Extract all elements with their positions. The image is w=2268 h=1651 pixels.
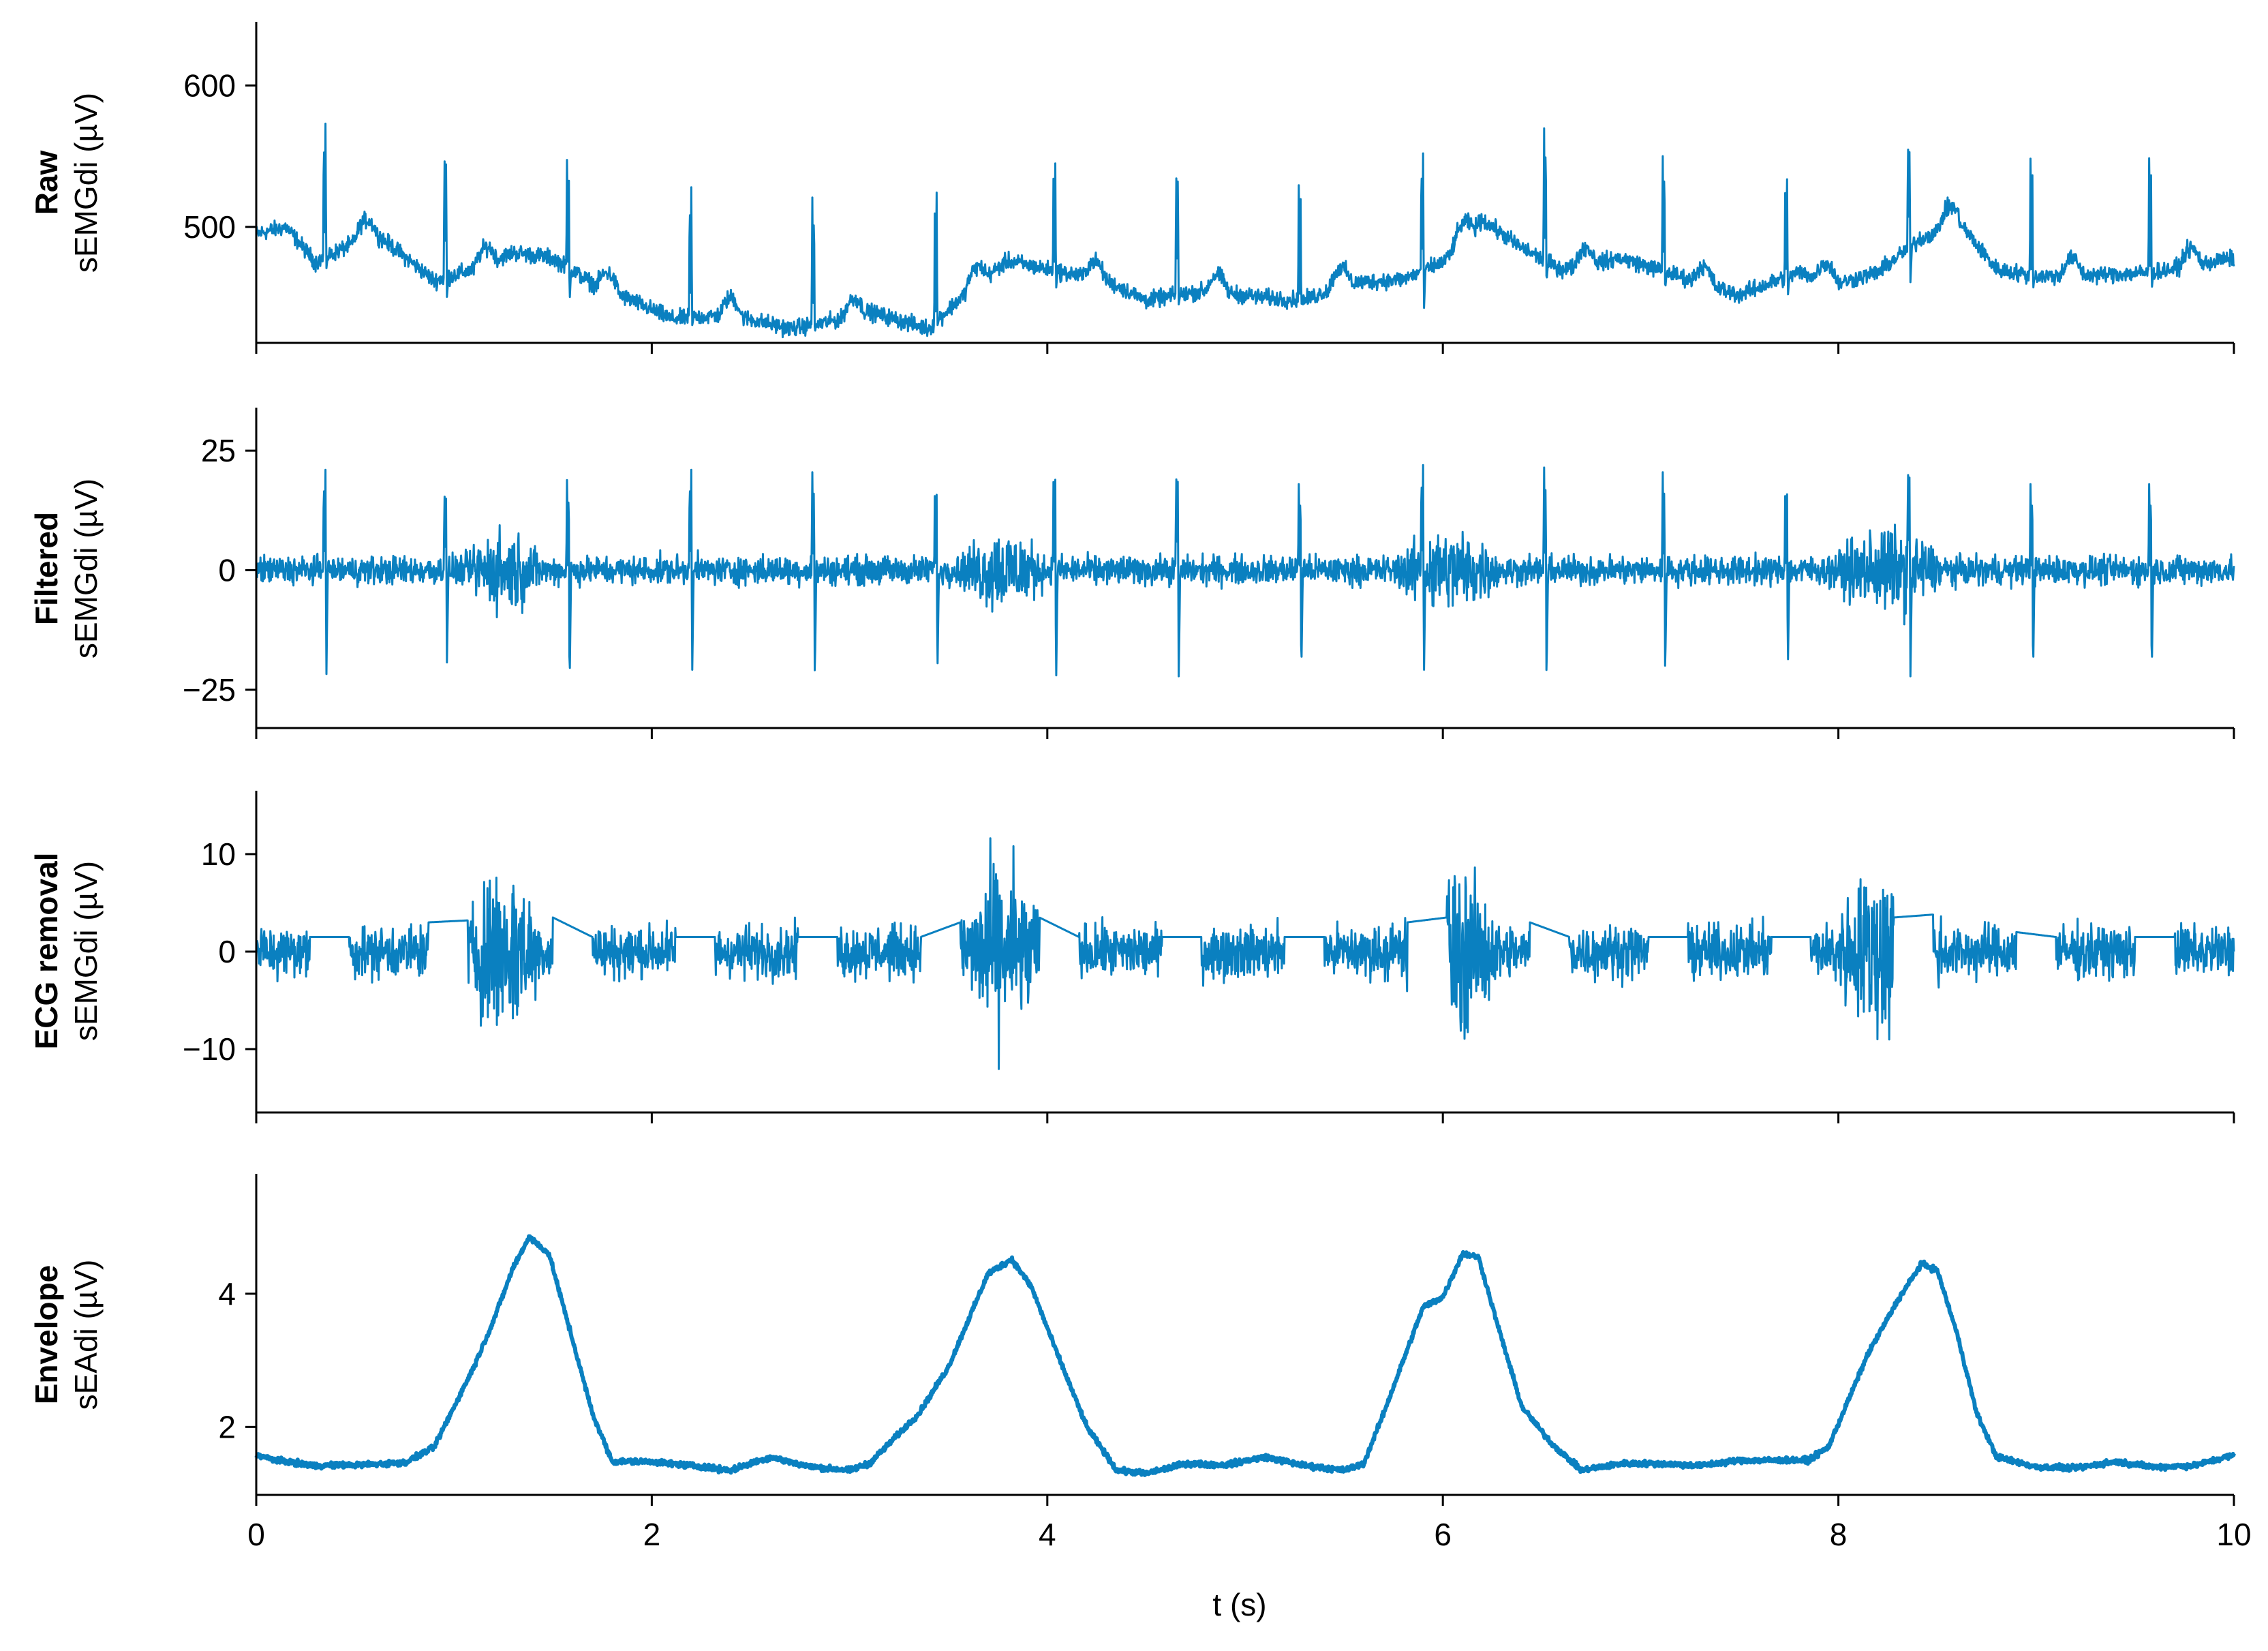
y-axis-label-filtered: sEMGdi (µV) xyxy=(68,479,104,658)
panel-title-raw: Raw xyxy=(29,150,64,215)
panel-raw: Raw sEMGdi (µV) 500 600 xyxy=(29,22,2235,354)
x-ticks-raw xyxy=(255,343,2235,354)
y-tick-label-filtered-1: 0 xyxy=(218,553,236,588)
signal-trace-ecg-removal xyxy=(255,837,2235,1070)
y-axis-label-raw: sEMGdi (µV) xyxy=(68,93,104,273)
y-tick-label-envelope-1: 4 xyxy=(218,1276,236,1312)
y-tick-label-ecg-removal-2: 10 xyxy=(201,836,236,872)
x-axis-label: t (s) xyxy=(1212,1587,1266,1622)
y-tick-label-ecg-removal-0: −10 xyxy=(183,1031,236,1067)
panel-ecg-removal: ECG removal sEMGdi (µV) −10 0 10 xyxy=(29,791,2235,1123)
y-tick-label-filtered-2: 25 xyxy=(201,433,236,468)
y-ticks-filtered: −25 0 25 xyxy=(183,433,256,708)
x-tick-label-1: 2 xyxy=(643,1517,661,1552)
y-tick-label-ecg-removal-1: 0 xyxy=(218,934,236,969)
panel-title-filtered: Filtered xyxy=(29,512,64,625)
x-tick-label-0: 0 xyxy=(247,1517,265,1552)
panel-title-ecg-removal: ECG removal xyxy=(29,853,64,1050)
y-axis-label-envelope: sEAdi (µV) xyxy=(68,1260,104,1410)
y-tick-label-raw-1: 600 xyxy=(183,67,236,103)
signal-trace-envelope xyxy=(254,1234,2236,1477)
x-ticks-filtered xyxy=(255,728,2235,739)
signal-trace-raw xyxy=(255,122,2235,339)
signal-trace-filtered xyxy=(256,464,2235,678)
x-ticks-envelope: 0 2 4 6 8 10 xyxy=(247,1495,2252,1552)
x-ticks-ecg-removal xyxy=(255,1112,2235,1123)
x-tick-label-4: 8 xyxy=(1830,1517,1848,1552)
panel-title-envelope: Envelope xyxy=(29,1265,64,1405)
panel-envelope: Envelope sEAdi (µV) 24 0 2 4 6 8 10 t (s) xyxy=(29,1174,2252,1622)
y-ticks-raw: 500 600 xyxy=(183,67,256,245)
y-tick-label-envelope-0: 2 xyxy=(218,1409,236,1444)
y-ticks-ecg-removal: −10 0 10 xyxy=(183,836,256,1067)
x-tick-label-2: 4 xyxy=(1039,1517,1056,1552)
y-axis-label-ecg-removal: sEMGdi (µV) xyxy=(68,861,104,1041)
y-ticks-envelope: 24 xyxy=(218,1276,256,1444)
y-tick-label-raw-0: 500 xyxy=(183,209,236,245)
panel-filtered: Filtered sEMGdi (µV) −25 0 25 xyxy=(29,408,2235,739)
y-tick-label-filtered-0: −25 xyxy=(183,672,236,708)
x-tick-label-3: 6 xyxy=(1434,1517,1452,1552)
x-tick-label-5: 10 xyxy=(2216,1517,2251,1552)
